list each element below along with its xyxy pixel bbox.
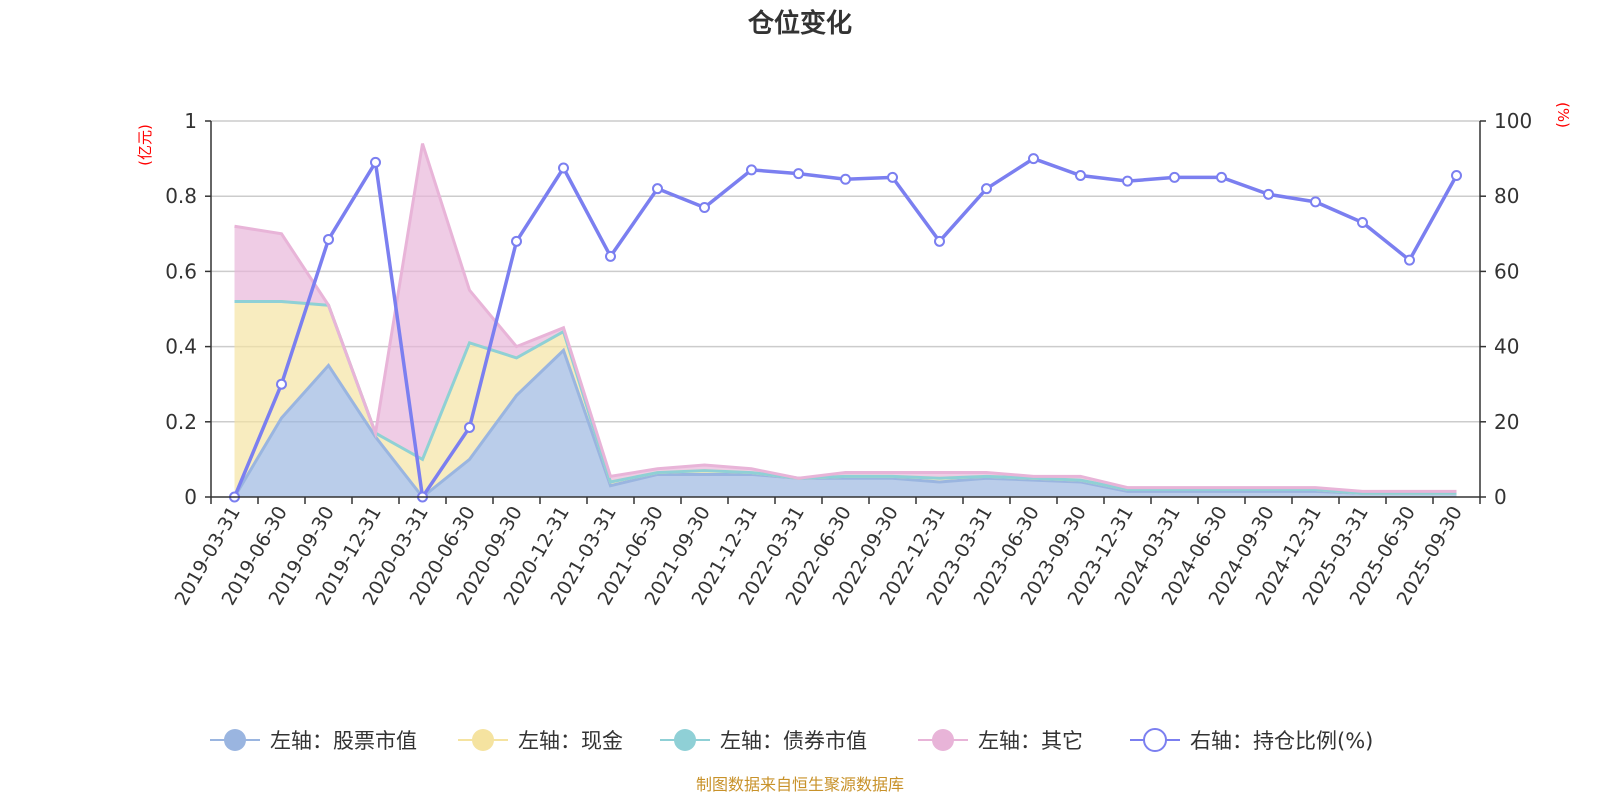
area-border-lines (233, 143, 1457, 500)
area-line-左轴：其它 (234, 143, 1457, 493)
legend: 左轴：股票市值 左轴：现金 左轴：债券市值 左轴：其它 右轴：持仓比例(%) (210, 728, 1373, 753)
ratio-point (464, 421, 475, 433)
ratio-point (370, 156, 381, 168)
ratio-point (1075, 170, 1086, 182)
ratio-point (699, 201, 710, 213)
right-axis-unit: (%) (1554, 102, 1572, 128)
position-ratio-series (229, 153, 1462, 503)
ratio-point (887, 171, 898, 183)
ratio-point (1028, 153, 1039, 165)
left-tick-label: 1 (184, 109, 197, 133)
legend-label: 左轴：债券市值 (720, 729, 867, 753)
left-tick-label: 0.4 (165, 335, 197, 359)
left-axis-unit: (亿元) (136, 124, 154, 166)
area-左轴：股票市值 (234, 350, 1457, 497)
right-tick-label: 40 (1494, 335, 1519, 359)
area-左轴：其它 (234, 143, 1457, 494)
axes: 00.20.40.60.810204060801002019-03-312019… (165, 109, 1532, 609)
chart-title: 仓位变化 (747, 8, 852, 39)
ratio-point (652, 183, 663, 195)
right-tick-label: 20 (1494, 410, 1519, 434)
ratio-point (981, 183, 992, 195)
ratio-point (605, 250, 616, 262)
ratio-point (558, 162, 569, 174)
ratio-point (1310, 196, 1321, 208)
right-tick-label: 100 (1494, 109, 1532, 133)
data-source-note: 制图数据来自恒生聚源数据库 (696, 775, 904, 794)
ratio-point (934, 235, 945, 247)
legend-marker (224, 729, 246, 751)
ratio-point (1169, 171, 1180, 183)
area-line-左轴：股票市值 (233, 347, 1457, 500)
left-tick-label: 0.2 (165, 410, 197, 434)
legend-label: 左轴：其它 (978, 729, 1083, 753)
ratio-point (793, 168, 804, 180)
ratio-point (1122, 175, 1133, 187)
ratio-point (1451, 170, 1462, 182)
legend-label: 左轴：现金 (518, 729, 623, 753)
right-tick-label: 80 (1494, 184, 1519, 208)
legend-label: 右轴：持仓比例(%) (1190, 729, 1373, 753)
area-左轴：现金 (234, 301, 1457, 497)
legend-marker (674, 729, 696, 751)
legend-marker (472, 729, 494, 751)
ratio-point (1263, 188, 1274, 200)
left-tick-label: 0 (184, 485, 197, 509)
ratio-point (323, 233, 334, 245)
ratio-point (511, 235, 522, 247)
right-tick-label: 60 (1494, 259, 1519, 283)
area-line-左轴：债券市值 (234, 299, 1457, 495)
ratio-point (276, 378, 287, 390)
ratio-point (1357, 217, 1368, 229)
right-tick-label: 0 (1494, 485, 1507, 509)
ratio-point (1216, 171, 1227, 183)
ratio-point (1404, 254, 1415, 266)
legend-marker (1143, 728, 1167, 752)
stacked-area-series (234, 143, 1457, 497)
ratio-point (840, 173, 851, 185)
left-tick-label: 0.8 (165, 184, 197, 208)
legend-marker (932, 729, 954, 751)
legend-label: 左轴：股票市值 (270, 729, 417, 753)
left-tick-label: 0.6 (165, 259, 197, 283)
ratio-point (746, 164, 757, 176)
